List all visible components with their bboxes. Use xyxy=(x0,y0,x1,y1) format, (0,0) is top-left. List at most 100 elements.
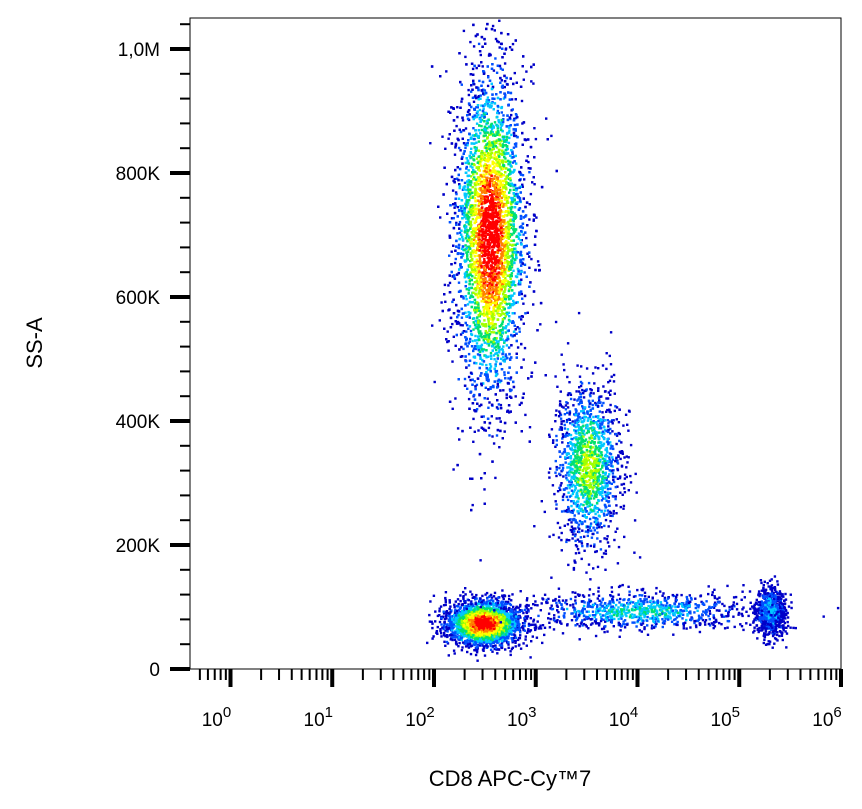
event-dot xyxy=(521,396,525,399)
event-dot xyxy=(441,309,444,313)
event-dot xyxy=(484,208,487,211)
event-dot xyxy=(494,204,497,208)
event-dot xyxy=(511,256,514,260)
event-dot xyxy=(462,29,466,33)
event-dot xyxy=(498,331,501,335)
event-dot xyxy=(513,198,516,202)
event-dot xyxy=(483,272,486,275)
event-dot xyxy=(473,309,476,312)
event-dot xyxy=(474,334,477,338)
event-dot xyxy=(509,304,512,307)
event-dot xyxy=(521,185,524,188)
event-dot xyxy=(453,202,457,205)
event-dot xyxy=(528,440,531,443)
event-dot xyxy=(491,141,494,144)
event-dot xyxy=(488,299,491,302)
event-dot xyxy=(504,268,508,271)
event-dot xyxy=(483,314,486,317)
event-dot xyxy=(509,91,513,95)
event-dot xyxy=(505,167,508,170)
event-dot xyxy=(511,156,515,159)
event-dot xyxy=(492,318,495,321)
event-dot xyxy=(531,181,534,184)
event-dot xyxy=(479,132,482,135)
event-dot xyxy=(508,125,511,128)
event-dot xyxy=(488,421,492,425)
event-dot xyxy=(494,228,497,231)
event-dot xyxy=(486,280,489,283)
event-dot xyxy=(474,184,477,187)
event-dot xyxy=(478,254,481,257)
event-dot xyxy=(466,345,469,348)
event-dot xyxy=(489,171,492,175)
event-dot xyxy=(471,134,474,137)
event-dot xyxy=(491,278,495,282)
event-dot xyxy=(469,329,473,333)
event-dot xyxy=(506,33,510,36)
event-dot xyxy=(472,440,475,443)
event-dot xyxy=(509,154,512,157)
event-dot xyxy=(448,221,452,224)
event-dot xyxy=(480,322,484,326)
event-dot xyxy=(507,318,511,322)
event-dot xyxy=(453,178,456,181)
event-dot xyxy=(493,174,496,178)
event-dot xyxy=(490,265,493,268)
event-dot xyxy=(505,182,508,186)
event-dot xyxy=(468,296,472,299)
event-dot xyxy=(472,417,475,421)
event-dot xyxy=(483,89,487,92)
event-dot xyxy=(498,229,501,232)
event-dot xyxy=(497,210,501,213)
event-dot xyxy=(508,261,511,264)
event-dot xyxy=(486,103,490,106)
event-dot xyxy=(481,224,484,228)
event-dot xyxy=(491,295,494,299)
event-dot xyxy=(507,311,511,314)
event-dot xyxy=(499,389,502,392)
event-dot xyxy=(487,379,490,383)
event-dot xyxy=(496,399,499,402)
event-dot xyxy=(514,134,518,138)
event-dot xyxy=(476,282,479,285)
event-dot xyxy=(469,165,472,168)
event-dot xyxy=(507,177,510,181)
event-dot xyxy=(470,208,474,211)
event-dot xyxy=(461,155,464,159)
event-dot xyxy=(486,266,489,269)
event-dot xyxy=(500,347,503,351)
event-dot xyxy=(493,226,496,229)
event-dot xyxy=(519,272,522,276)
event-dot xyxy=(475,212,478,215)
event-dot xyxy=(495,283,498,287)
event-dot xyxy=(520,225,523,228)
event-dot xyxy=(488,147,491,151)
event-dot xyxy=(467,342,470,345)
event-dot xyxy=(502,350,505,354)
event-dot xyxy=(509,124,512,127)
event-dot xyxy=(509,223,513,226)
event-dot xyxy=(478,289,481,293)
event-dot xyxy=(486,243,489,246)
event-dot xyxy=(490,222,494,226)
event-dot xyxy=(539,323,542,326)
event-dot xyxy=(486,355,490,358)
event-dot xyxy=(501,328,504,331)
event-dot xyxy=(465,165,468,169)
event-dot xyxy=(490,312,493,316)
event-dot xyxy=(475,166,478,169)
event-dot xyxy=(482,232,486,235)
event-dot xyxy=(507,131,511,134)
event-dot xyxy=(487,388,490,391)
event-dot xyxy=(489,149,492,152)
event-dot xyxy=(501,161,504,164)
event-dot xyxy=(445,70,448,73)
event-dot xyxy=(499,199,502,202)
event-dot xyxy=(507,377,510,380)
event-dot xyxy=(469,192,472,196)
event-dot xyxy=(467,109,471,112)
event-dot xyxy=(493,181,496,184)
event-dot xyxy=(522,78,525,81)
event-dot xyxy=(515,192,518,196)
event-dot xyxy=(474,289,478,292)
